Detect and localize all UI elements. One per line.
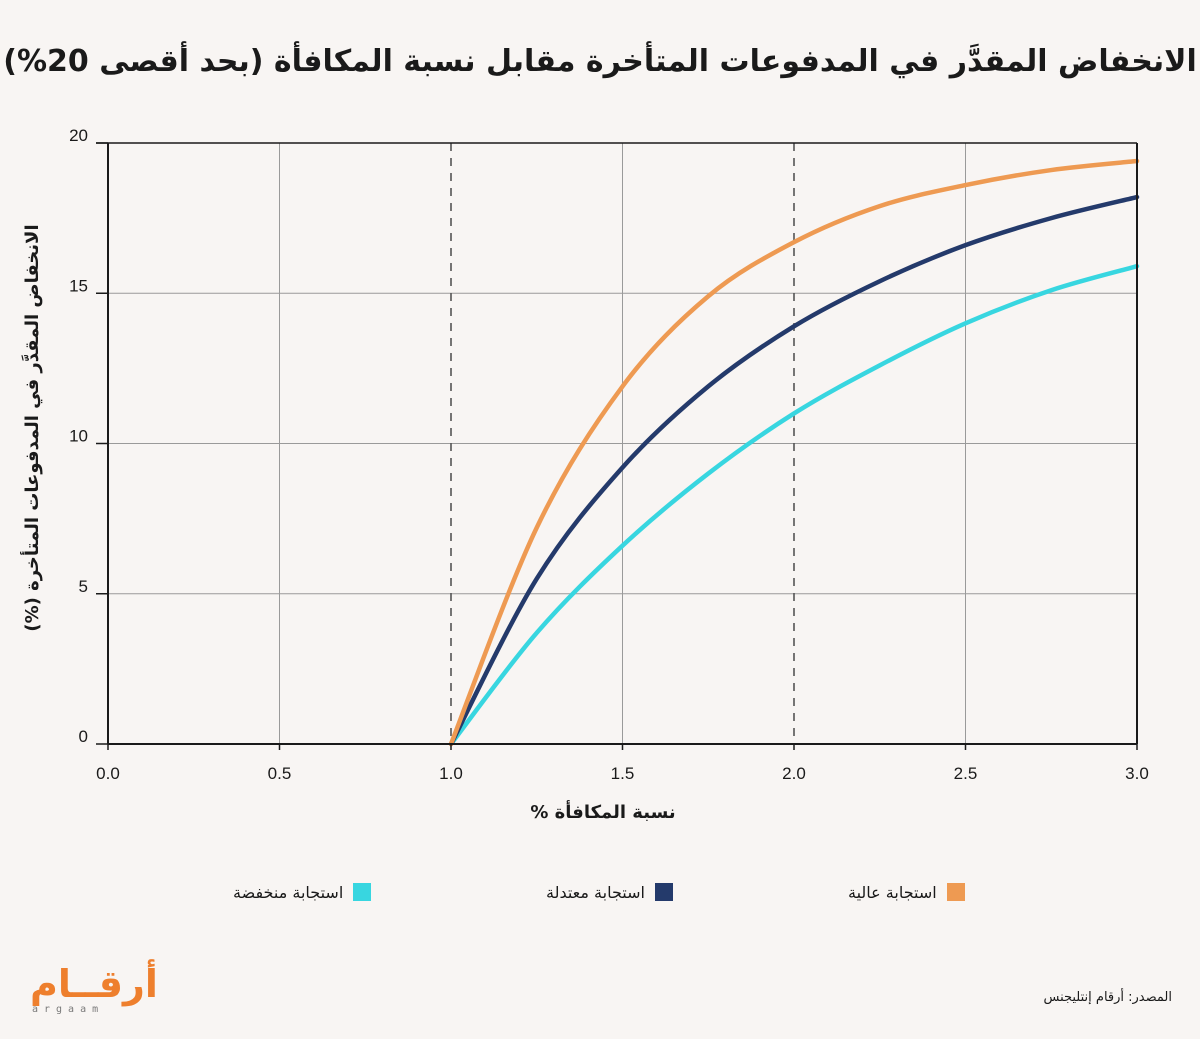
- y-tick-label: 5: [79, 577, 88, 596]
- grid: [108, 142, 1137, 744]
- x-tick-label: 2.5: [954, 764, 978, 783]
- line-chart: 0.0 0.5 1.0 1.5 2.0 2.5 3.0 0 5 10 15 20 نسبة المكا…: [20, 126, 1149, 823]
- legend-label-moderate: استجابة معتدلة: [546, 882, 645, 902]
- x-tick-label: 1.5: [611, 764, 635, 783]
- y-tick-label: 15: [69, 276, 88, 295]
- legend: استجابة عالية استجابة معتدلة استجابة منخ…: [0, 880, 1200, 910]
- y-tick-label: 0: [79, 727, 88, 746]
- series-lines: [448, 158, 1140, 747]
- logo-latin: argaam: [32, 1004, 105, 1015]
- x-tick-label: 0.0: [96, 764, 120, 783]
- source-note: المصدر: أرقام إنتليجنس: [1043, 990, 1173, 1005]
- reference-lines: [450, 143, 795, 744]
- y-tick-label: 20: [69, 126, 88, 145]
- legend-item-moderate[interactable]: استجابة معتدلة: [546, 880, 673, 904]
- legend-swatch-low: [353, 883, 372, 901]
- axes: [96, 142, 1138, 750]
- x-tick-label: 0.5: [268, 764, 292, 783]
- x-tick-label: 1.0: [439, 764, 463, 783]
- chart-title: الانخفاض المقدَّر في المدفوعات المتأخرة …: [3, 44, 1197, 79]
- legend-swatch-moderate: [654, 883, 673, 901]
- argaam-logo: أرقــام argaam: [30, 962, 158, 1022]
- legend-item-high[interactable]: استجابة عالية: [848, 880, 965, 904]
- x-axis-title: نسبة المكافأة %: [530, 800, 675, 823]
- x-tick-label: 2.0: [782, 764, 806, 783]
- legend-item-low[interactable]: استجابة منخفضة: [233, 880, 372, 904]
- series-line-low: [448, 263, 1140, 747]
- logo-arabic: أرقــام: [30, 962, 158, 1006]
- x-tick-label: 3.0: [1125, 764, 1149, 783]
- legend-swatch-high: [946, 883, 965, 901]
- series-line-moderate: [448, 194, 1140, 747]
- legend-label-high: استجابة عالية: [848, 882, 937, 902]
- tick-labels: 0.0 0.5 1.0 1.5 2.0 2.5 3.0 0 5 10 15 20: [69, 126, 1149, 783]
- legend-label-low: استجابة منخفضة: [233, 882, 344, 902]
- y-axis-title: الانخفاض المقدَّر في المدفوعات المتأخرة …: [20, 224, 43, 631]
- y-tick-label: 10: [69, 427, 88, 446]
- series-line-high: [448, 158, 1140, 747]
